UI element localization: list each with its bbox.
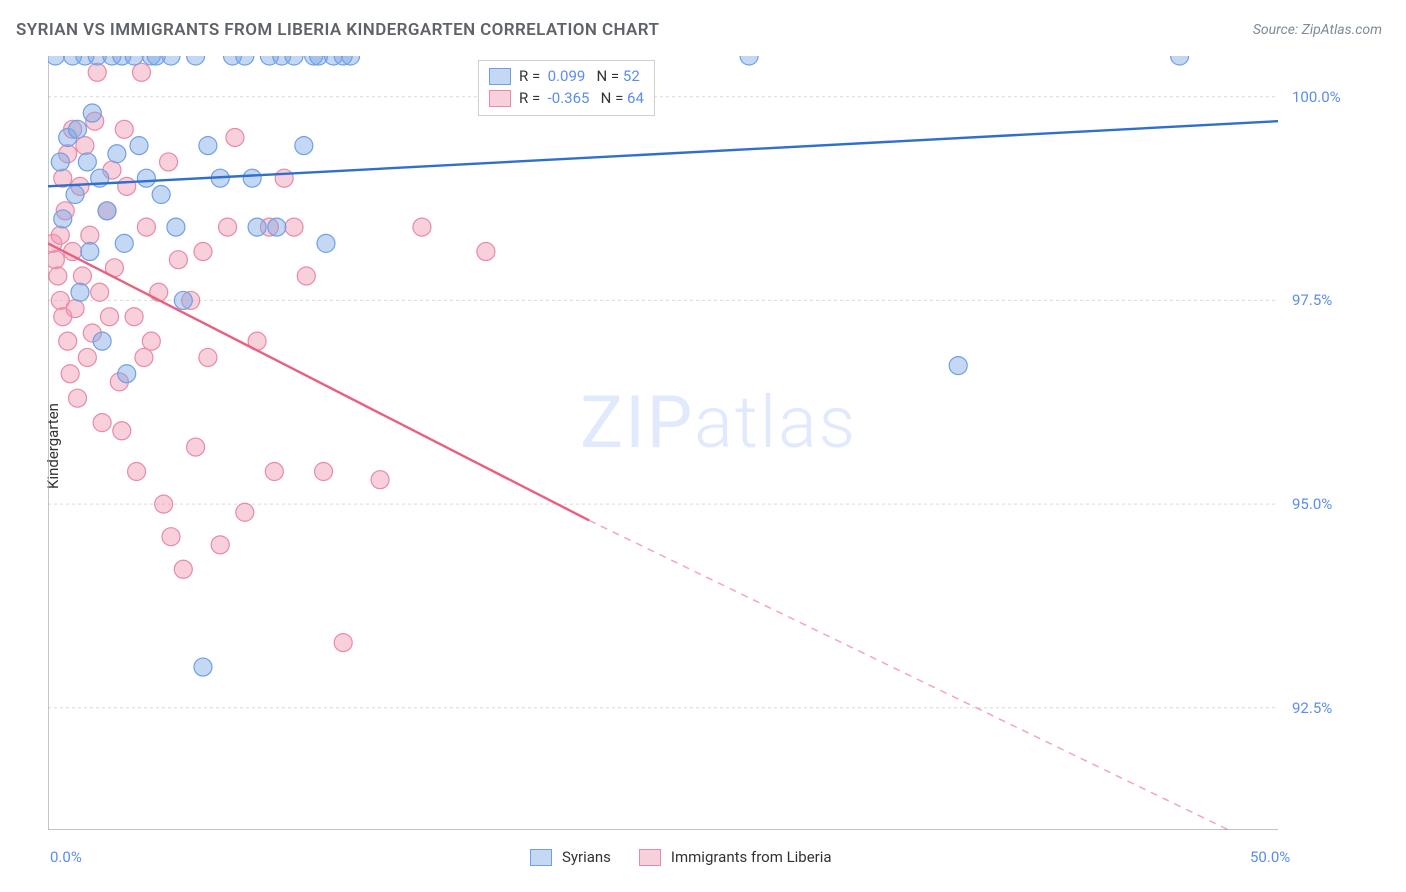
legend-row: R = 0.099 N = 52 bbox=[489, 65, 644, 87]
legend-text: R = 0.099 N = 52 bbox=[519, 65, 640, 87]
x-tick-label: 0.0% bbox=[50, 848, 82, 866]
legend-text: R = -0.365 N = 64 bbox=[519, 87, 644, 109]
source-label: Source: ZipAtlas.com bbox=[1253, 22, 1382, 38]
legend-swatch bbox=[489, 68, 511, 85]
y-tick-label: 97.5% bbox=[1292, 291, 1332, 309]
legend-row: R = -0.365 N = 64 bbox=[489, 87, 644, 109]
legend-series-name: Syrians bbox=[562, 848, 611, 866]
y-tick-label: 95.0% bbox=[1292, 495, 1332, 513]
x-tick-label: 50.0% bbox=[1250, 848, 1290, 866]
correlation-legend: R = 0.099 N = 52R = -0.365 N = 64 bbox=[478, 60, 655, 116]
legend-swatch bbox=[530, 849, 552, 866]
y-tick-label: 92.5% bbox=[1292, 699, 1332, 717]
legend-series-name: Immigrants from Liberia bbox=[671, 848, 832, 866]
y-tick-label: 100.0% bbox=[1292, 88, 1341, 106]
scatter-plot bbox=[48, 56, 1278, 830]
series-legend: Syrians Immigrants from Liberia bbox=[530, 848, 850, 866]
chart-title: SYRIAN VS IMMIGRANTS FROM LIBERIA KINDER… bbox=[16, 20, 659, 40]
legend-swatch bbox=[639, 849, 661, 866]
legend-swatch bbox=[489, 90, 511, 107]
